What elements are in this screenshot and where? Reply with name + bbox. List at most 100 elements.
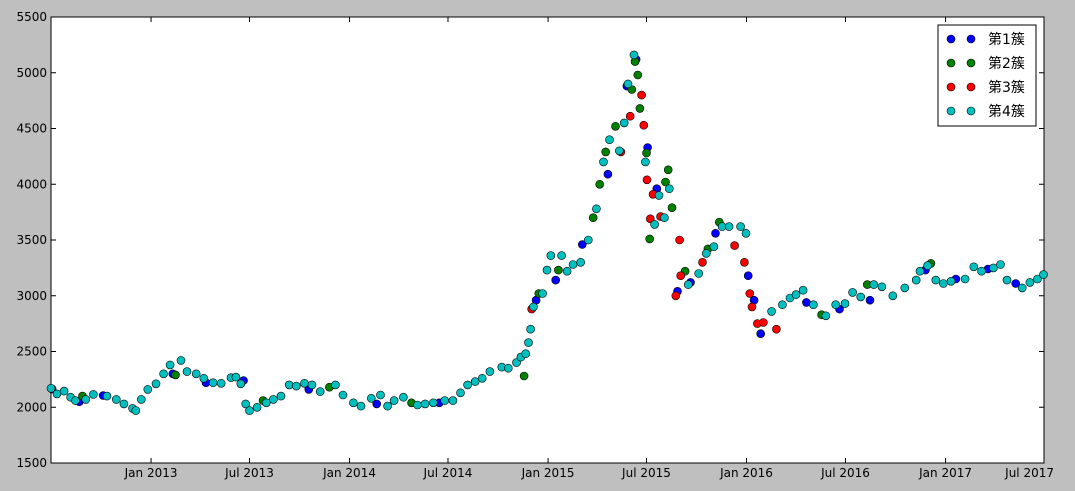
data-point	[546, 251, 556, 260]
data-point	[269, 395, 278, 404]
data-point	[675, 235, 684, 245]
data-point	[848, 288, 857, 297]
data-point	[730, 241, 739, 250]
data-point	[939, 279, 948, 288]
data-point	[743, 271, 753, 281]
data-point	[526, 324, 535, 334]
data-point	[470, 377, 480, 386]
data-point	[778, 300, 787, 310]
data-point	[420, 399, 430, 409]
data-point	[503, 363, 513, 373]
data-point	[996, 260, 1005, 269]
legend-marker	[966, 34, 976, 44]
data-point	[413, 400, 422, 410]
data-point	[661, 177, 670, 187]
data-point	[376, 390, 385, 400]
data-point	[694, 269, 704, 278]
data-point	[538, 289, 547, 298]
legend-marker	[966, 58, 976, 68]
y-tick-label: 3000	[16, 289, 47, 303]
data-point	[756, 329, 766, 339]
data-point	[562, 266, 572, 276]
data-point	[877, 282, 887, 292]
data-point	[583, 235, 593, 245]
data-point	[131, 406, 141, 415]
data-point	[977, 266, 986, 276]
legend-marker	[946, 106, 956, 116]
data-point	[745, 289, 755, 298]
data-point	[639, 120, 649, 130]
data-point	[389, 396, 399, 405]
data-point	[888, 291, 898, 301]
data-point	[300, 378, 309, 388]
data-point	[448, 396, 458, 405]
data-point	[119, 399, 129, 409]
series-4	[46, 50, 1048, 415]
plot-area	[50, 16, 1045, 464]
data-point	[946, 276, 956, 286]
data-point	[595, 180, 605, 189]
data-point	[642, 148, 651, 158]
data-point	[645, 234, 655, 244]
data-point	[1033, 274, 1042, 284]
data-point	[911, 275, 921, 285]
x-tick-label: Jan 2013	[124, 466, 178, 480]
data-point	[1002, 275, 1012, 285]
data-point	[1011, 279, 1021, 288]
data-point	[637, 90, 646, 100]
data-point	[519, 371, 529, 381]
data-point	[660, 213, 669, 222]
data-point	[676, 271, 686, 281]
data-point	[821, 311, 831, 321]
data-point	[625, 111, 635, 121]
x-tick-label: Jan 2015	[521, 466, 575, 480]
legend-marker	[966, 106, 976, 116]
x-tick-label: Jul 2017	[1004, 466, 1054, 480]
data-points	[46, 50, 1048, 415]
data-point	[159, 369, 168, 379]
data-point	[576, 257, 586, 267]
data-point	[231, 372, 241, 382]
data-point	[557, 251, 566, 260]
data-point	[709, 242, 719, 251]
data-point	[102, 391, 112, 401]
data-point	[865, 295, 875, 305]
data-point	[284, 380, 294, 390]
x-tick-label: Jan 2017	[918, 466, 972, 480]
data-point	[869, 280, 879, 289]
data-point	[463, 380, 472, 390]
data-point	[767, 307, 776, 316]
x-tick-label: Jan 2016	[719, 466, 773, 480]
data-point	[366, 393, 376, 403]
data-point	[137, 395, 146, 404]
data-point	[601, 147, 611, 157]
data-point	[1017, 283, 1027, 293]
data-point	[619, 118, 629, 128]
data-point	[1025, 278, 1035, 287]
data-point	[261, 398, 271, 408]
data-point	[171, 370, 180, 380]
data-point	[736, 222, 745, 231]
data-point	[399, 392, 408, 402]
data-point	[245, 406, 254, 415]
data-point	[428, 398, 438, 408]
data-point	[241, 399, 250, 409]
data-point	[900, 283, 910, 293]
data-point	[276, 391, 286, 401]
data-point	[831, 300, 841, 310]
data-point	[307, 380, 317, 390]
y-tick-label: 5500	[16, 10, 47, 24]
data-point	[641, 157, 650, 167]
legend-label: 第3簇	[988, 79, 1025, 96]
data-point	[182, 367, 192, 376]
data-point	[969, 262, 979, 272]
data-point	[338, 390, 348, 400]
x-tick-label: Jul 2013	[224, 466, 274, 480]
data-point	[349, 398, 358, 408]
y-tick-label: 4500	[16, 122, 47, 136]
data-point	[551, 275, 561, 285]
data-point	[89, 390, 98, 399]
legend-label: 第1簇	[988, 31, 1025, 48]
data-point	[191, 369, 201, 379]
